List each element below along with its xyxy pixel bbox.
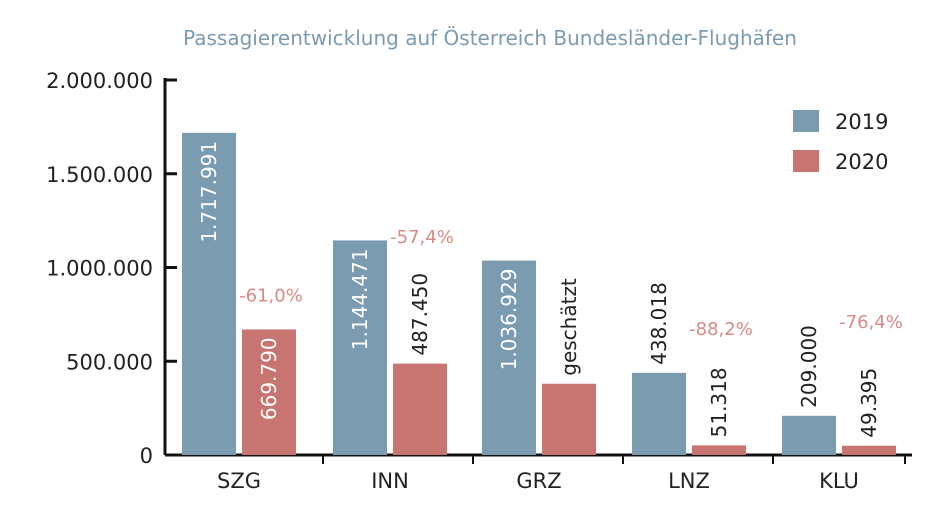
data-label-2019: 1.717.991: [197, 141, 221, 243]
bar-2020: [393, 363, 447, 455]
category-label: KLU: [819, 469, 859, 493]
data-label-2019: 1.036.929: [497, 269, 521, 371]
y-tick-label: 2.000.000: [46, 69, 153, 93]
bar-2019: [333, 240, 387, 455]
legend-label-2020: 2020: [835, 150, 888, 174]
y-tick-label: 1.500.000: [46, 163, 153, 187]
category-label: GRZ: [516, 469, 561, 493]
data-label-2020: 669.790: [257, 337, 281, 420]
category-label: INN: [371, 469, 409, 493]
data-label-2019: 209.000: [797, 325, 821, 408]
bars: [182, 132, 896, 455]
legend: 2019 2020: [793, 110, 888, 174]
change-label: -57,4%: [390, 227, 454, 248]
legend-swatch-2019: [793, 110, 819, 132]
data-label-2020: 49.395: [857, 368, 881, 438]
chart-title: Passagierentwicklung auf Österreich Bund…: [183, 26, 797, 50]
change-label: -76,4%: [839, 312, 903, 333]
y-tick-label: 0: [140, 444, 153, 468]
data-label-2020: 51.318: [707, 367, 731, 437]
change-label: -61,0%: [239, 285, 303, 306]
data-label-2019: 1.144.471: [348, 248, 372, 350]
data-label-2020: 487.450: [408, 273, 432, 356]
data-label-2020: geschätzt: [557, 278, 581, 376]
y-tick-label: 500.000: [66, 350, 153, 374]
category-label: LNZ: [668, 469, 710, 493]
change-label: -88,2%: [689, 319, 753, 340]
bar-2020: [242, 329, 296, 455]
category-label: SZG: [217, 469, 261, 493]
data-label-2019: 438.018: [647, 282, 671, 365]
bar-2019: [182, 132, 236, 455]
bar-2020: [542, 383, 596, 455]
legend-swatch-2020: [793, 150, 819, 172]
bar-2020: [692, 445, 746, 455]
bar-2019: [482, 260, 536, 455]
bar-2020: [842, 445, 896, 455]
bar-2019: [632, 372, 686, 455]
bar-2019: [782, 415, 836, 455]
axes: 0 500.000 1.000.000 1.500.000 2.000.000: [46, 69, 912, 468]
data-labels: SZG 1.717.991 669.790 -61,0% INN 1.144.471 487…: [197, 141, 903, 493]
y-tick-label: 1.000.000: [46, 257, 153, 281]
legend-label-2019: 2019: [835, 110, 888, 134]
